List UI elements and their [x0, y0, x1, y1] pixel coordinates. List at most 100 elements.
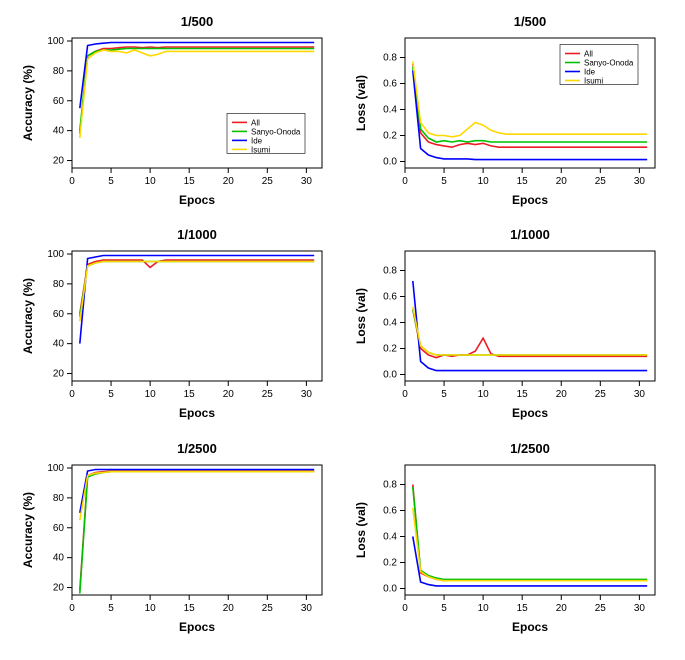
- x-tick-label: 15: [516, 603, 528, 614]
- y-tick-label: 0.8: [383, 266, 397, 277]
- y-tick-label: 100: [47, 463, 64, 474]
- y-axis-label: Accuracy (%): [21, 278, 35, 354]
- y-tick-label: 100: [47, 36, 64, 47]
- x-tick-label: 10: [145, 176, 157, 187]
- series-all: [412, 310, 646, 358]
- y-tick-label: 0.2: [383, 557, 397, 568]
- y-axis-label: Accuracy (%): [21, 65, 35, 141]
- series-all: [412, 484, 646, 580]
- chart-loss_500: 1/5000510152025300.00.20.40.60.8EpocsLos…: [343, 10, 675, 223]
- y-tick-label: 0.8: [383, 479, 397, 490]
- series-isumi: [412, 307, 646, 355]
- y-tick-label: 0.0: [383, 583, 397, 594]
- x-tick-label: 25: [262, 389, 274, 400]
- y-tick-label: 0.6: [383, 79, 397, 90]
- y-tick-label: 60: [53, 96, 65, 107]
- chart-acc_500: 1/50005101520253020406080100EpocsAccurac…: [10, 10, 342, 223]
- x-tick-label: 30: [633, 603, 645, 614]
- legend-label: Ide: [584, 68, 596, 77]
- y-tick-label: 80: [53, 493, 65, 504]
- series-isumi: [80, 262, 314, 322]
- chart-grid: 1/500 0 5 10 15 20 25 30 20 40 60 80 100 Epocs Accurac…: [10, 10, 675, 650]
- x-tick-label: 5: [108, 176, 114, 187]
- y-tick-label: 0.4: [383, 105, 397, 116]
- x-tick-label: 5: [108, 603, 114, 614]
- x-tick-label: 5: [441, 389, 447, 400]
- x-tick-label: 30: [301, 176, 313, 187]
- x-tick-label: 10: [477, 176, 489, 187]
- y-tick-label: 20: [53, 369, 65, 380]
- legend-label: Sanyo-Onoda: [251, 127, 301, 136]
- series-sanyo-onoda: [80, 471, 314, 593]
- x-tick-label: 5: [108, 389, 114, 400]
- series-sanyo-onoda: [412, 487, 646, 579]
- x-tick-label: 20: [223, 603, 235, 614]
- y-tick-label: 80: [53, 279, 65, 290]
- y-tick-label: 0.4: [383, 531, 397, 542]
- chart-acc_2500: 1/250005101520253020406080100EpocsAccura…: [10, 437, 342, 650]
- series-all: [80, 47, 314, 134]
- y-tick-label: 60: [53, 522, 65, 533]
- x-axis-label: Epocs: [179, 193, 215, 207]
- x-tick-label: 15: [516, 389, 528, 400]
- x-axis-label: Epocs: [179, 620, 215, 634]
- y-tick-label: 80: [53, 66, 65, 77]
- y-tick-label: 0.0: [383, 157, 397, 168]
- chart-title: 1/500: [513, 14, 546, 29]
- x-axis-label: Epocs: [179, 406, 215, 420]
- series-isumi: [80, 50, 314, 138]
- y-tick-label: 100: [47, 249, 64, 260]
- y-axis-label: Loss (val): [354, 288, 368, 344]
- legend-label: Sanyo-Onoda: [584, 59, 634, 68]
- panel-acc_500: 1/50005101520253020406080100EpocsAccurac…: [10, 10, 343, 223]
- series-all: [80, 260, 314, 314]
- series-ide: [80, 256, 314, 344]
- y-tick-label: 60: [53, 309, 65, 320]
- chart-title: 1/2500: [510, 441, 550, 456]
- y-tick-label: 0.0: [383, 370, 397, 381]
- chart-title: 1/500: [181, 14, 214, 29]
- series-ide: [80, 43, 314, 109]
- legend-label: All: [251, 118, 260, 127]
- chart-loss_1000: 1/10000510152025300.00.20.40.60.8EpocsLo…: [343, 223, 675, 436]
- y-tick-label: 0.2: [383, 131, 397, 142]
- x-tick-label: 5: [441, 603, 447, 614]
- y-tick-label: 0.6: [383, 505, 397, 516]
- legend-label: All: [584, 50, 593, 59]
- x-tick-label: 10: [145, 389, 157, 400]
- panel-loss_500: 1/5000510152025300.00.20.40.60.8EpocsLos…: [343, 10, 676, 223]
- x-tick-label: 10: [477, 389, 489, 400]
- x-tick-label: 25: [594, 389, 606, 400]
- x-tick-label: 10: [477, 603, 489, 614]
- panel-loss_1000: 1/10000510152025300.00.20.40.60.8EpocsLo…: [343, 223, 676, 436]
- chart-title: 1/2500: [177, 441, 217, 456]
- chart-acc_1000: 1/100005101520253020406080100EpocsAccura…: [10, 223, 342, 436]
- y-axis-label: Accuracy (%): [21, 492, 35, 568]
- legend-label: Ide: [251, 136, 263, 145]
- x-tick-label: 20: [555, 603, 567, 614]
- legend-label: Isumi: [251, 145, 270, 154]
- x-axis-label: Epocs: [511, 193, 547, 207]
- series-sanyo-onoda: [412, 310, 646, 356]
- y-axis-label: Loss (val): [354, 75, 368, 131]
- y-tick-label: 0.2: [383, 344, 397, 355]
- chart-title: 1/1000: [177, 227, 217, 242]
- chart-title: 1/1000: [510, 227, 550, 242]
- y-tick-label: 0.6: [383, 292, 397, 303]
- series-isumi: [412, 508, 646, 581]
- series-sanyo-onoda: [80, 262, 314, 317]
- x-tick-label: 20: [223, 389, 235, 400]
- series-isumi: [80, 471, 314, 520]
- y-axis-label: Loss (val): [354, 502, 368, 558]
- x-tick-label: 0: [69, 176, 75, 187]
- y-tick-label: 20: [53, 156, 65, 167]
- x-tick-label: 25: [262, 603, 274, 614]
- y-tick-label: 40: [53, 126, 65, 137]
- x-tick-label: 15: [184, 176, 196, 187]
- legend-label: Isumi: [584, 77, 603, 86]
- y-tick-label: 40: [53, 339, 65, 350]
- x-tick-label: 15: [184, 389, 196, 400]
- x-tick-label: 30: [301, 603, 313, 614]
- x-axis-label: Epocs: [511, 620, 547, 634]
- panel-acc_2500: 1/250005101520253020406080100EpocsAccura…: [10, 437, 343, 650]
